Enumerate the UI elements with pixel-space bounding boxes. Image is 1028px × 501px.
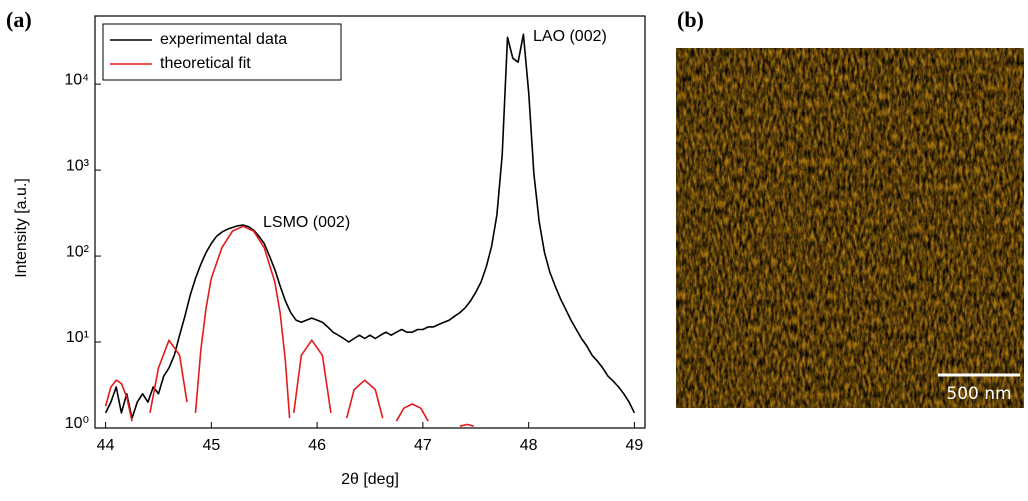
panel-label: (b) — [677, 7, 704, 32]
data-line — [104, 225, 474, 427]
data-line — [104, 33, 636, 419]
y-tick-label: 10⁴ — [64, 71, 89, 88]
annotation: LAO (002) — [533, 28, 607, 45]
x-tick-label: 48 — [520, 437, 538, 454]
legend-label: experimental data — [160, 31, 287, 48]
afm-texture — [676, 48, 1024, 408]
scale-bar-label: 500 nm — [946, 384, 1011, 404]
y-tick-label: 10² — [66, 243, 90, 260]
y-tick-label: 10³ — [66, 157, 90, 174]
panel-label: (a) — [6, 7, 32, 32]
plot-lines — [104, 33, 636, 427]
plot-frame — [94, 15, 646, 429]
x-axis-label: 2θ [deg] — [341, 471, 399, 488]
x-tick-label: 46 — [308, 437, 326, 454]
y-tick-label: 10¹ — [66, 329, 89, 346]
afm-image: 500 nm — [676, 48, 1024, 408]
x-tick-label: 44 — [97, 437, 115, 454]
y-tick-label: 10⁰ — [65, 415, 89, 432]
legend-label: theoretical fit — [160, 55, 251, 72]
y-axis-label: Intensity [a.u.] — [13, 178, 30, 278]
x-tick-label: 49 — [626, 437, 644, 454]
x-tick-label: 45 — [202, 437, 220, 454]
legend-box — [102, 23, 342, 81]
annotation: LSMO (002) — [263, 214, 350, 231]
x-tick-label: 47 — [414, 437, 432, 454]
